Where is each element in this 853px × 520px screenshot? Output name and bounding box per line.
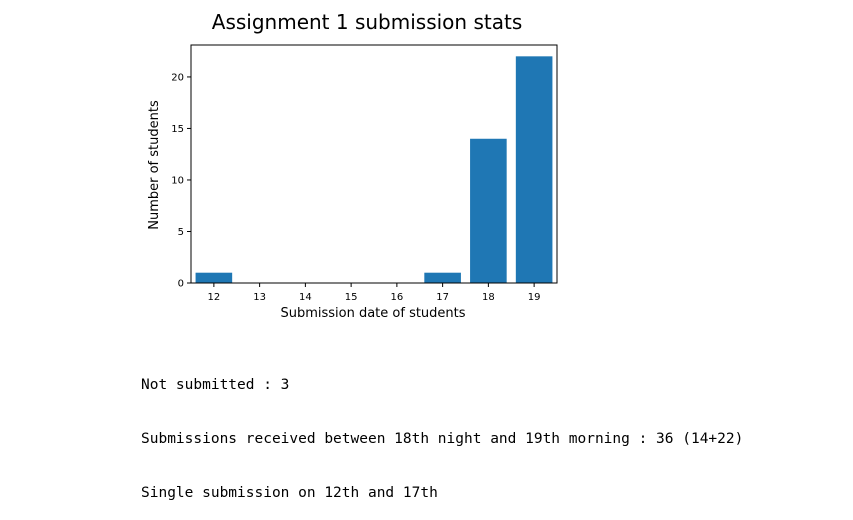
output-line-not-submitted: Not submitted : 3 — [141, 377, 290, 393]
bar-12 — [195, 272, 233, 283]
plot-frame — [190, 44, 558, 284]
bar-18 — [470, 138, 507, 283]
x-tick-label-16: 16 — [391, 292, 404, 303]
y-tick-label-10: 10 — [171, 175, 184, 186]
x-tick-label-18: 18 — [482, 292, 495, 303]
x-tick-label-14: 14 — [299, 292, 312, 303]
y-tick-label-5: 5 — [178, 227, 184, 238]
x-tick-label-17: 17 — [436, 292, 449, 303]
x-axis-label: Submission date of students — [280, 306, 465, 321]
x-tick-label-19: 19 — [528, 292, 541, 303]
bar-chart: Assignment 1 submission stats 12 13 14 15 16… — [147, 10, 558, 321]
x-tick-label-12: 12 — [208, 292, 221, 303]
x-tick-label-13: 13 — [253, 292, 266, 303]
console-output: Not submitted : 3 Submissions received b… — [141, 340, 743, 520]
output-line-single-submission: Single submission on 12th and 17th — [141, 485, 438, 501]
bar-17 — [424, 272, 461, 283]
output-line-submissions-received: Submissions received between 18th night … — [141, 431, 744, 447]
y-tick-label-20: 20 — [171, 72, 184, 83]
bar-19 — [515, 56, 553, 283]
y-tick-label-0: 0 — [178, 279, 184, 290]
y-axis-label: Number of students — [147, 100, 162, 230]
chart-title: Assignment 1 submission stats — [212, 10, 522, 34]
x-tick-label-15: 15 — [345, 292, 358, 303]
y-tick-label-15: 15 — [171, 124, 184, 135]
